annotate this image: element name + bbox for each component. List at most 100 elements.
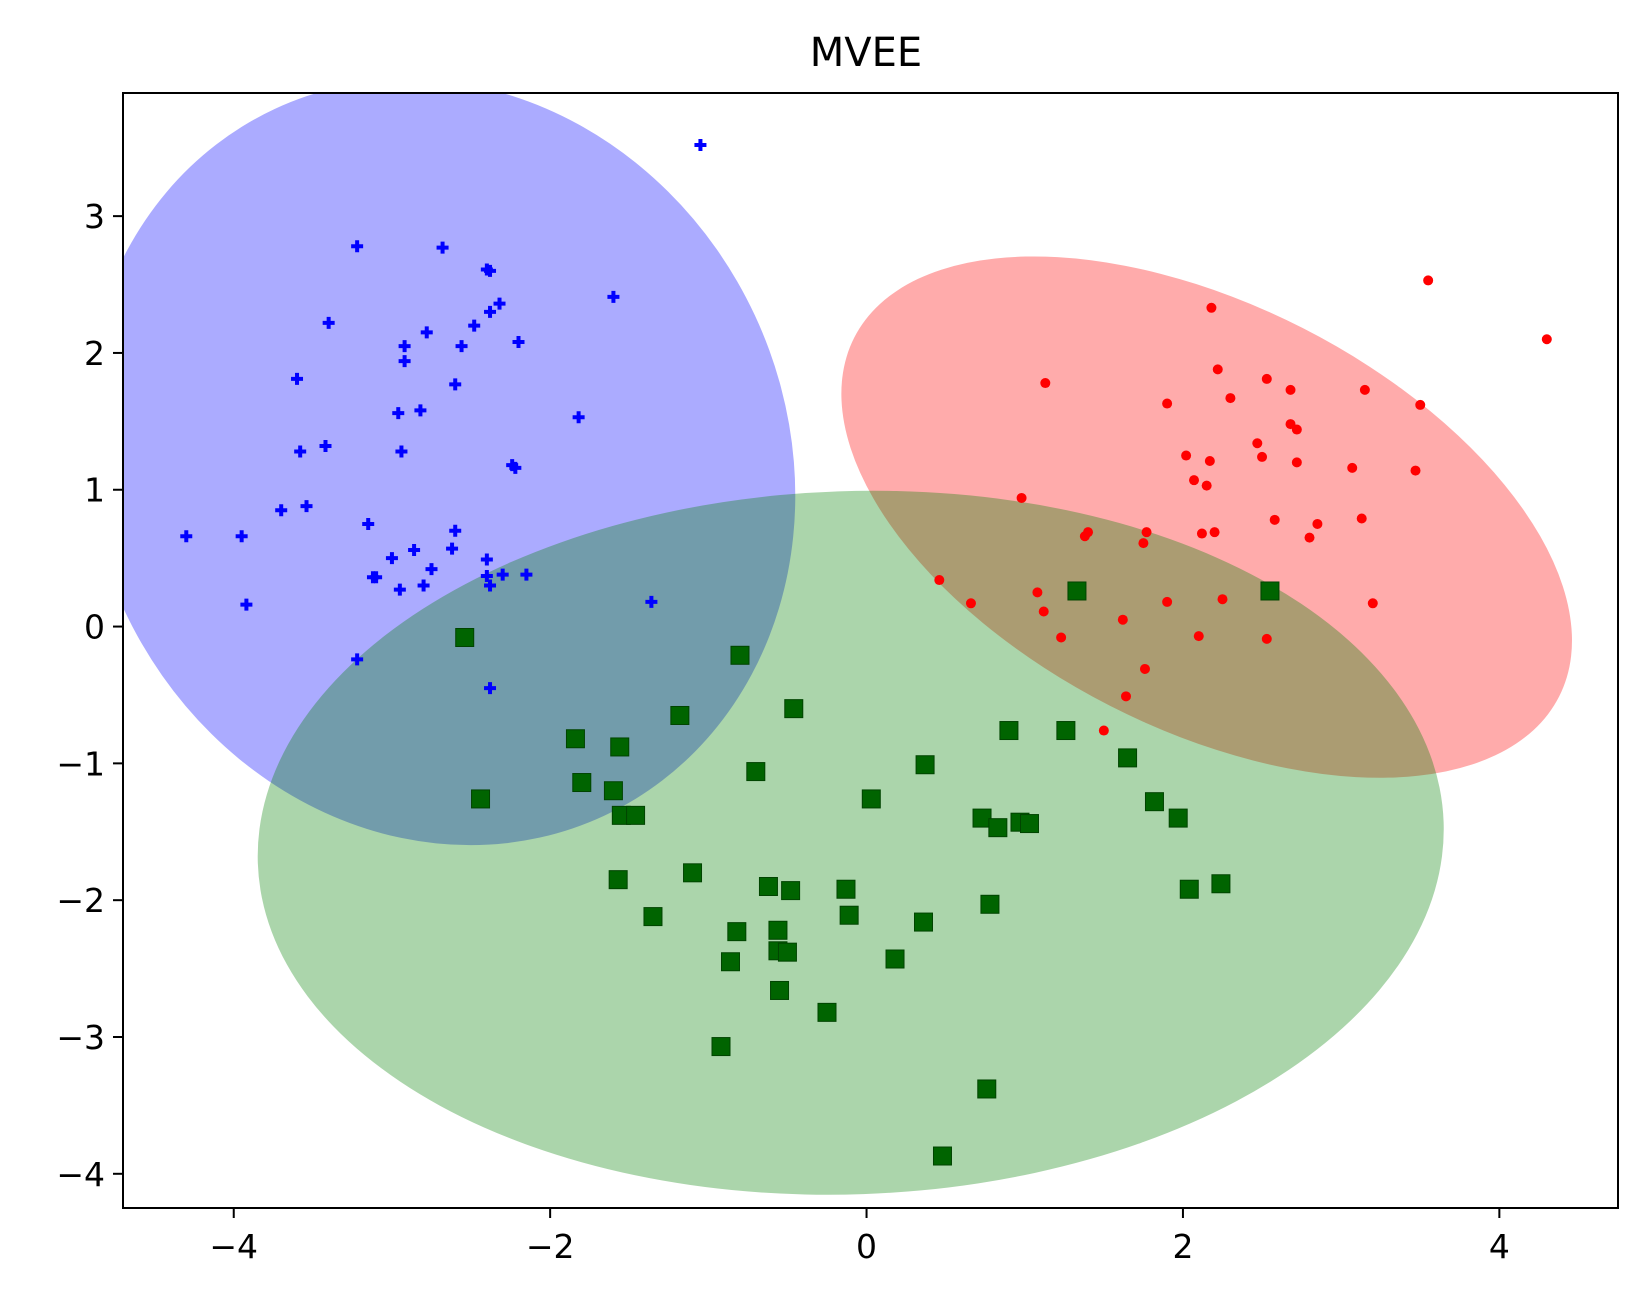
point-series-1-41: [520, 568, 533, 581]
point-series-1-45: [240, 598, 253, 611]
x-tick-label-2: −2: [526, 1227, 575, 1266]
point-series-3-37: [727, 922, 747, 942]
point-series-1-33: [446, 542, 459, 555]
point-series-2-19: [1347, 462, 1358, 473]
point-series-1-20: [572, 411, 585, 424]
point-series-2-18: [1291, 457, 1302, 468]
x-tick-label-3: 0: [856, 1227, 877, 1266]
point-series-1-23: [395, 445, 408, 458]
point-series-1-28: [362, 517, 375, 530]
point-series-1-19: [392, 407, 405, 420]
point-series-2-9: [1225, 393, 1236, 404]
point-series-1-31: [235, 530, 248, 543]
ellipse-2: [841, 256, 1572, 778]
point-series-1-35: [480, 553, 493, 566]
point-series-3-1: [455, 628, 475, 648]
point-series-2-6: [1040, 378, 1051, 389]
y-tick-label-4: −1: [56, 744, 105, 783]
point-series-2-2: [1206, 302, 1217, 313]
point-series-2-5: [1261, 373, 1272, 384]
chart-title: MVEE: [810, 30, 922, 76]
point-series-2-45: [1139, 663, 1150, 674]
point-series-1-12: [512, 335, 525, 348]
y-tick-label-7: 2: [84, 334, 105, 373]
point-series-3-6: [670, 705, 690, 725]
point-series-2-47: [1098, 725, 1109, 736]
point-series-2-20: [1410, 465, 1421, 476]
point-series-1-6: [607, 290, 620, 303]
point-series-1-2: [351, 240, 364, 253]
point-series-2-1: [1423, 275, 1434, 286]
point-series-3-13: [746, 762, 766, 782]
point-series-3-27: [683, 863, 703, 883]
point-series-2-44: [1261, 633, 1272, 644]
point-series-2-14: [1252, 438, 1263, 449]
point-series-3-46: [977, 1079, 997, 1099]
point-series-3-47: [932, 1146, 952, 1166]
point-series-2-29: [1196, 528, 1207, 539]
ellipse-1: [123, 93, 796, 846]
point-series-3-43: [770, 980, 790, 1000]
point-series-2-7: [1285, 384, 1296, 395]
point-series-1-10: [468, 319, 481, 332]
x-tick-label-5: 4: [1489, 1227, 1510, 1266]
point-series-3-24: [1019, 814, 1039, 834]
point-series-2-24: [1269, 514, 1280, 525]
y-tick-label-2: −3: [56, 1018, 105, 1057]
point-series-3-31: [1179, 879, 1199, 899]
point-series-1-21: [319, 439, 332, 452]
point-series-1-43: [417, 579, 430, 592]
point-series-2-36: [965, 598, 976, 609]
point-series-3-28: [758, 876, 778, 896]
y-tick-label-3: −2: [56, 881, 105, 920]
point-series-3-4: [730, 645, 750, 665]
point-series-1-27: [275, 504, 288, 517]
point-series-2-34: [934, 575, 945, 586]
point-series-1-8: [484, 305, 497, 318]
point-series-3-7: [999, 721, 1019, 741]
point-series-1-1: [694, 138, 707, 151]
point-series-2-8: [1359, 384, 1370, 395]
point-series-3-3: [1260, 581, 1280, 601]
point-series-1-38: [370, 571, 383, 584]
point-series-1-18: [414, 404, 427, 417]
point-series-3-18: [1144, 792, 1164, 812]
point-series-1-16: [291, 372, 304, 385]
point-series-1-11: [420, 326, 433, 339]
point-series-3-20: [626, 805, 646, 825]
point-series-2-43: [1193, 631, 1204, 642]
point-series-3-11: [1118, 748, 1138, 768]
point-series-3-12: [915, 755, 935, 775]
point-series-3-10: [610, 737, 630, 757]
point-series-2-3: [1541, 334, 1552, 345]
point-series-1-36: [425, 563, 438, 576]
point-series-3-22: [1168, 808, 1188, 828]
point-series-2-4: [1212, 364, 1223, 375]
point-series-2-37: [1162, 596, 1173, 607]
point-series-3-8: [1056, 721, 1076, 741]
point-series-1-14: [455, 340, 468, 353]
point-series-1-30: [180, 530, 193, 543]
point-series-2-22: [1201, 480, 1212, 491]
point-series-1-7: [493, 297, 506, 310]
point-series-1-34: [385, 552, 398, 565]
point-series-3-26: [608, 870, 628, 890]
point-series-1-25: [509, 461, 522, 474]
point-series-1-44: [484, 579, 497, 592]
y-tick-label-5: 0: [84, 608, 105, 647]
point-series-3-9: [565, 729, 585, 749]
x-tick-label-4: 2: [1172, 1227, 1193, 1266]
point-series-3-45: [711, 1037, 731, 1057]
point-series-3-21: [972, 808, 992, 828]
point-series-3-36: [913, 912, 933, 932]
point-series-1-15: [398, 355, 411, 368]
point-series-3-41: [885, 949, 905, 969]
point-series-1-3: [436, 241, 449, 254]
point-series-1-17: [449, 378, 462, 391]
point-series-2-10: [1162, 398, 1173, 409]
point-series-1-29: [449, 524, 462, 537]
point-series-2-40: [1038, 606, 1049, 617]
point-series-1-13: [398, 340, 411, 353]
point-series-3-14: [572, 773, 592, 793]
